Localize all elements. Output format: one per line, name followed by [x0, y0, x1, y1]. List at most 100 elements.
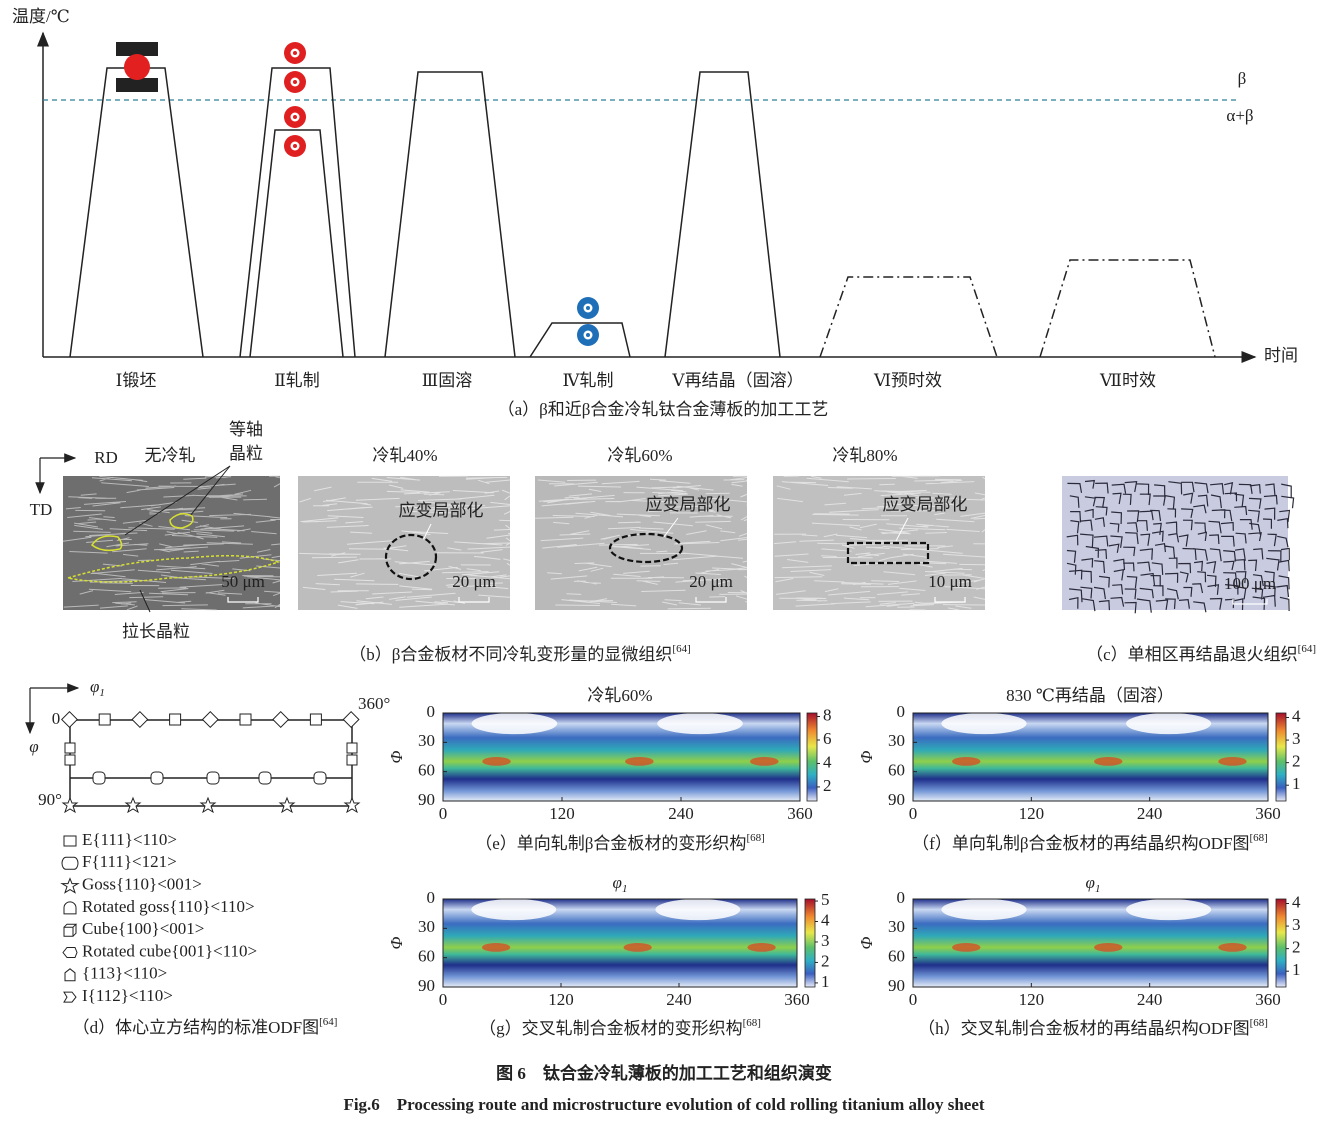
legend-symbol [61, 856, 79, 870]
stage-label: Ⅵ预时效 [873, 371, 942, 390]
ideal-orientation [150, 771, 164, 785]
x-tick-label: 0 [439, 804, 448, 823]
odf-peak [1094, 757, 1123, 766]
odf-blob [471, 899, 557, 921]
colorbar-tick-label: 5 [821, 890, 830, 909]
process-curve [458, 597, 490, 603]
caption-ref: [68] [743, 1017, 761, 1029]
corner-label: 360° [358, 694, 390, 713]
odf-blob [941, 713, 1027, 735]
legend-label: Goss{110}<001> [82, 875, 202, 894]
ideal-orientation [206, 771, 220, 785]
ideal-orientation [61, 711, 78, 728]
billet [124, 54, 150, 80]
line [423, 523, 432, 540]
phase-label: β [1238, 69, 1247, 88]
grain-outline [90, 535, 123, 552]
ideal-orientation [201, 711, 219, 728]
line [124, 465, 231, 536]
y-tick-label: 0 [427, 888, 436, 907]
odf-peak [481, 943, 511, 952]
image-title: 冷轧80% [832, 446, 897, 465]
scale-label: 10 μm [928, 572, 972, 591]
x-tick-label: 360 [784, 990, 810, 1009]
colorbar-tick-label: 2 [821, 951, 830, 970]
odf-peak [625, 757, 654, 766]
y-tick-label: 0 [427, 702, 436, 721]
stage-label: Ⅴ再结晶（固溶） [671, 371, 803, 390]
line [895, 517, 909, 542]
y-axis-label: Φ [387, 750, 406, 763]
panel-title: 830 ℃再结晶（固溶） [1006, 686, 1174, 705]
x-tick-label: 0 [909, 804, 918, 823]
die [116, 78, 158, 92]
ideal-orientation [342, 711, 360, 728]
colorbar-tick-label: 4 [821, 910, 830, 929]
colorbar [804, 898, 816, 988]
ideal-orientation [64, 742, 76, 754]
colorbar-tick-label: 3 [1292, 729, 1301, 748]
odf-peak [623, 943, 652, 952]
caption-ref: [64] [672, 643, 690, 655]
stage-label: Ⅲ固溶 [422, 371, 472, 390]
y-tick-label: 30 [888, 917, 905, 936]
colorbar-tick-label: 4 [1292, 892, 1301, 911]
colorbar-tick-label: 3 [821, 931, 830, 950]
odf-peak [952, 757, 981, 766]
ideal-orientation [346, 754, 358, 766]
figure-caption: 图 6 钛合金冷轧薄板的加工工艺和组织演变 [496, 1063, 832, 1083]
y-tick-label: 30 [418, 917, 435, 936]
image-title: 冷轧60% [607, 446, 672, 465]
y-tick-label: 90 [888, 976, 905, 995]
colorbar-tick-label: 1 [821, 972, 830, 991]
localization [846, 541, 930, 565]
process-curve [664, 71, 781, 358]
td-label: TD [30, 500, 53, 519]
colorbar [1275, 898, 1287, 988]
micro-texture [773, 475, 986, 611]
x-tick-label: 240 [668, 804, 694, 823]
odf-blob [1126, 899, 1212, 921]
odf-peak [1094, 943, 1123, 952]
caption: （h）交叉轧制合金板材的再结晶织构ODF图[68] [918, 1017, 1268, 1038]
legend-label: F{111}<121> [82, 852, 177, 871]
odf-peak [747, 943, 776, 952]
odf-frame [442, 898, 798, 988]
odf-peak [482, 757, 511, 766]
caption: （c）单相区再结晶退火组织[64] [1086, 643, 1316, 664]
stage-label: Ⅳ轧制 [563, 371, 614, 390]
axis-label: φ [29, 737, 38, 756]
ideal-orientation [346, 742, 358, 754]
y-tick-label: 90 [418, 976, 435, 995]
micro-texture [62, 475, 281, 611]
ideal-orientation [278, 796, 296, 814]
ideal-orientation [258, 771, 272, 785]
roller-dot [293, 144, 297, 148]
x-tick-label: 360 [1255, 990, 1281, 1009]
y-tick-label: 60 [888, 761, 905, 780]
x-tick-label: 360 [1255, 804, 1281, 823]
x-axis-label: 时间 [1264, 346, 1298, 365]
y-tick-label: 30 [888, 731, 905, 750]
process-curve [249, 129, 344, 358]
caption-ref: [64] [319, 1016, 337, 1028]
colorbar-tick-label: 2 [823, 776, 832, 795]
odf-frame [912, 712, 1269, 802]
legend-label: {113}<110> [82, 964, 167, 983]
colorbar-tick-label: 4 [1292, 706, 1301, 725]
caption-ref: [64] [1298, 643, 1316, 655]
legend-symbol [63, 991, 77, 1003]
ideal-orientation [98, 713, 111, 726]
colorbar-tick-label: 4 [823, 752, 832, 771]
colorbar-tick-label: 2 [1292, 938, 1301, 957]
x-tick-label: 120 [548, 990, 574, 1009]
panel-title: φ1 [613, 873, 628, 895]
annotation: 应变局部化 [399, 501, 484, 520]
odf-peak [1218, 943, 1247, 952]
annotation: 晶粒 [229, 444, 263, 463]
caption: （g）交叉轧制合金板材的变形织构[68] [479, 1017, 761, 1038]
process-curve [934, 597, 966, 603]
process-curve [384, 71, 516, 358]
